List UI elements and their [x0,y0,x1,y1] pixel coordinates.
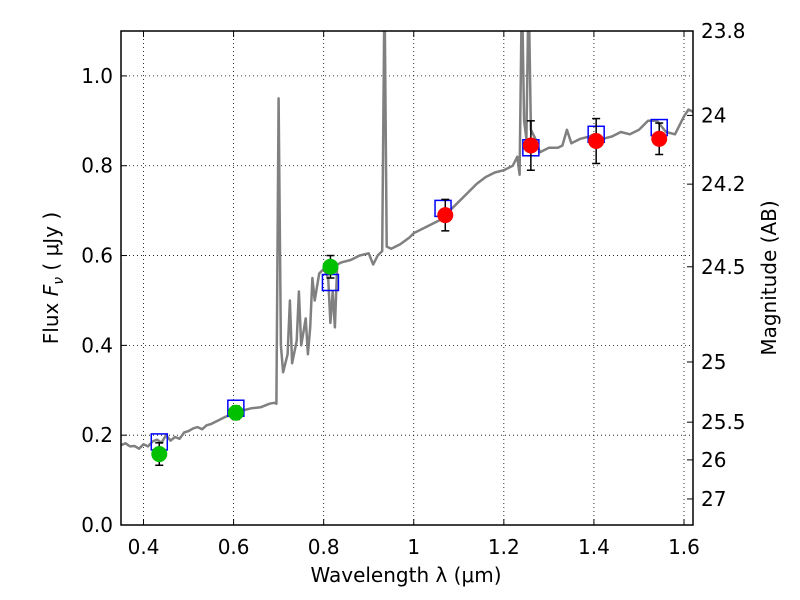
y2-tick-label: 25.5 [701,410,746,434]
y2-axis-title: Magnitude (AB) [757,200,781,355]
x-tick-label: 1 [407,535,420,559]
observed-point-marker [322,258,339,275]
observed-point-marker [151,446,168,463]
y-tick-label: 1.0 [81,64,113,88]
observed-point-marker [651,130,668,147]
x-tick-label: 0.6 [218,535,250,559]
observed-point-marker [588,133,605,150]
y-tick-label: 0.2 [81,423,113,447]
x-tick-label: 0.4 [128,535,160,559]
observed-point-marker [437,207,454,224]
observed-point-marker [522,137,539,154]
plot-background [121,31,693,525]
y-axis-title-subscript: ν [51,277,67,285]
observed-point-marker [227,404,244,421]
y2-tick-label: 25 [701,350,726,374]
x-tick-label: 0.8 [308,535,340,559]
marker-layer [150,117,668,467]
y2-tick-label: 24 [701,103,726,127]
data-layer [121,31,693,450]
y2-tick-label: 24.2 [701,172,746,196]
ticks: 0.4 0.6 0.8 1 1.2 1.4 1.6 0.0 0.2 0.4 0.6 0.8 1.0 23.… [81,19,745,559]
plot-frame [120,30,694,526]
y-axis-title-prefix: Flux [39,296,63,344]
x-tick-label: 1.2 [488,535,520,559]
y-axis-title: Flux Fν ( μJy ) [39,212,67,344]
x-tick-label: 1.4 [578,535,610,559]
y-axis-title-suffix: ( μJy ) [39,212,63,277]
y2-tick-label: 26 [701,448,726,472]
x-tick-label: 1.6 [668,535,700,559]
x-axis-title: Wavelength λ (μm) [310,563,501,587]
y-tick-label: 0.4 [81,333,113,357]
y-tick-label: 0.8 [81,154,113,178]
y2-tick-label: 24.5 [701,255,746,279]
y-tick-label: 0.6 [81,244,113,268]
spectrum-line [121,31,693,450]
y2-tick-label: 27 [701,487,726,511]
y-tick-label: 0.0 [81,513,113,537]
y-axis-title-symbol: F [39,284,63,296]
y2-tick-label: 23.8 [701,19,746,43]
